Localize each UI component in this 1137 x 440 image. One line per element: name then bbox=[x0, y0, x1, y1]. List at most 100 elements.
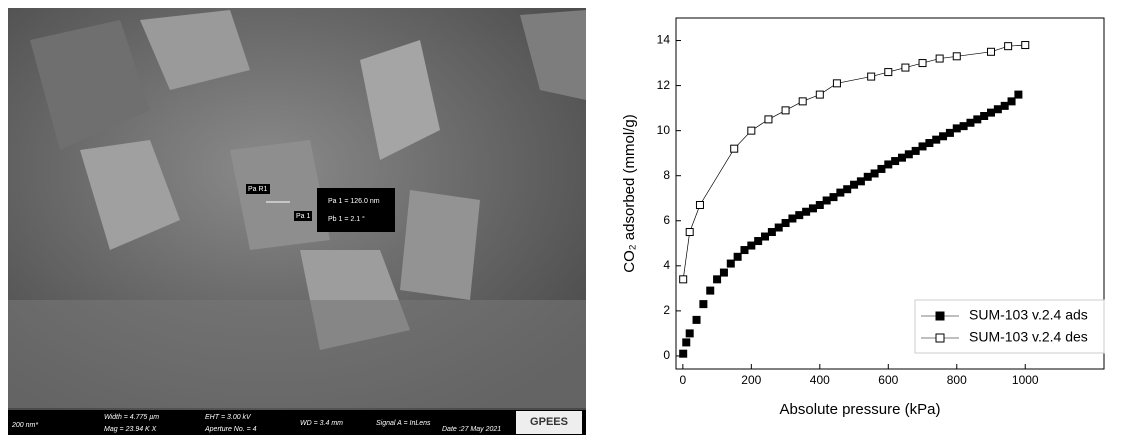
y-tick-label: 0 bbox=[663, 348, 670, 362]
data-point bbox=[829, 193, 838, 202]
x-tick-label: 1000 bbox=[1012, 373, 1039, 387]
data-point bbox=[877, 164, 886, 173]
data-point bbox=[850, 180, 859, 189]
data-point bbox=[867, 72, 876, 81]
data-point bbox=[987, 108, 996, 117]
data-point bbox=[740, 246, 749, 255]
x-tick-label: 400 bbox=[810, 373, 830, 387]
data-point bbox=[884, 68, 893, 77]
logo: GPEES bbox=[530, 416, 568, 428]
data-point bbox=[685, 329, 694, 338]
data-point bbox=[788, 214, 797, 223]
info-text: Aperture No. = 4 bbox=[204, 426, 257, 433]
y-tick-label: 14 bbox=[657, 33, 671, 47]
data-point bbox=[761, 232, 770, 241]
y-tick-label: 6 bbox=[663, 213, 670, 227]
x-tick-label: 200 bbox=[741, 373, 761, 387]
data-point bbox=[802, 207, 811, 216]
x-axis-label: Absolute pressure (kPa) bbox=[780, 401, 941, 418]
data-point bbox=[856, 177, 865, 186]
data-point bbox=[939, 132, 948, 141]
data-point bbox=[747, 241, 756, 250]
x-tick-label: 0 bbox=[680, 373, 687, 387]
sem-label: Pa 1 bbox=[296, 213, 311, 220]
data-point bbox=[781, 219, 790, 228]
data-point bbox=[945, 128, 954, 137]
info-text: WD = 3.4 mm bbox=[300, 420, 343, 427]
data-point bbox=[682, 338, 691, 347]
y-tick-label: 10 bbox=[657, 123, 671, 137]
data-point bbox=[1014, 90, 1023, 99]
sem-label: Pa R1 bbox=[248, 186, 268, 193]
data-point bbox=[911, 146, 920, 155]
data-point bbox=[987, 47, 996, 56]
legend-label: SUM-103 v.2.4 des bbox=[969, 329, 1088, 345]
data-point bbox=[815, 90, 824, 99]
data-point bbox=[719, 268, 728, 277]
data-point bbox=[891, 157, 900, 166]
data-point bbox=[959, 122, 968, 131]
sem-image bbox=[8, 8, 586, 435]
legend-box bbox=[914, 299, 1105, 354]
data-point bbox=[695, 200, 704, 209]
data-point bbox=[1004, 42, 1013, 51]
y-tick-label: 2 bbox=[663, 303, 670, 317]
info-text: 200 nm* bbox=[11, 422, 38, 429]
data-point bbox=[1021, 41, 1030, 50]
data-point bbox=[822, 196, 831, 205]
data-point bbox=[798, 97, 807, 106]
plot-frame bbox=[675, 17, 1105, 370]
data-point bbox=[706, 286, 715, 295]
data-point bbox=[952, 124, 961, 133]
data-point bbox=[679, 349, 688, 358]
y-tick-label: 8 bbox=[663, 168, 670, 182]
data-point bbox=[843, 185, 852, 194]
info-text: EHT = 3.00 kV bbox=[205, 414, 252, 421]
measurement: Pb 1 = 2.1 ° bbox=[328, 215, 365, 223]
info-text: Signal A = InLens bbox=[376, 420, 431, 427]
data-point bbox=[870, 169, 879, 178]
info-text: Width = 4.775 µm bbox=[104, 414, 159, 421]
data-point bbox=[726, 259, 735, 268]
data-point bbox=[795, 211, 804, 220]
data-point bbox=[692, 315, 701, 324]
data-point bbox=[932, 135, 941, 144]
data-point bbox=[747, 126, 756, 135]
measurement: Pa 1 = 126.0 nm bbox=[328, 198, 380, 205]
data-point bbox=[973, 115, 982, 124]
data-point bbox=[733, 252, 742, 261]
data-point bbox=[685, 228, 694, 237]
data-point bbox=[774, 223, 783, 232]
data-point bbox=[730, 144, 739, 153]
data-point bbox=[918, 142, 927, 151]
data-point bbox=[1007, 97, 1016, 106]
info-text: Mag = 23.94 K X bbox=[104, 426, 157, 433]
data-point bbox=[966, 118, 975, 127]
y-tick-label: 4 bbox=[663, 258, 670, 272]
legend-marker bbox=[935, 333, 945, 343]
data-point bbox=[980, 112, 989, 121]
series-line bbox=[682, 44, 1026, 280]
data-point bbox=[925, 139, 934, 148]
data-point bbox=[781, 106, 790, 115]
legend-label: SUM-103 v.2.4 ads bbox=[969, 307, 1088, 323]
legend-marker bbox=[935, 311, 945, 321]
data-point bbox=[832, 79, 841, 88]
info-text: Date :27 May 2021 bbox=[442, 426, 501, 433]
data-point bbox=[904, 150, 913, 159]
data-point bbox=[901, 63, 910, 72]
data-point bbox=[918, 59, 927, 68]
data-point bbox=[713, 275, 722, 284]
data-point bbox=[815, 200, 824, 209]
data-point bbox=[764, 115, 773, 124]
x-tick-label: 600 bbox=[878, 373, 898, 387]
data-point bbox=[863, 172, 872, 181]
data-point bbox=[993, 105, 1002, 114]
y-tick-label: 12 bbox=[657, 78, 671, 92]
x-tick-label: 800 bbox=[947, 373, 967, 387]
data-point bbox=[836, 188, 845, 197]
data-point bbox=[699, 300, 708, 309]
data-point bbox=[897, 153, 906, 162]
data-point bbox=[935, 54, 944, 63]
